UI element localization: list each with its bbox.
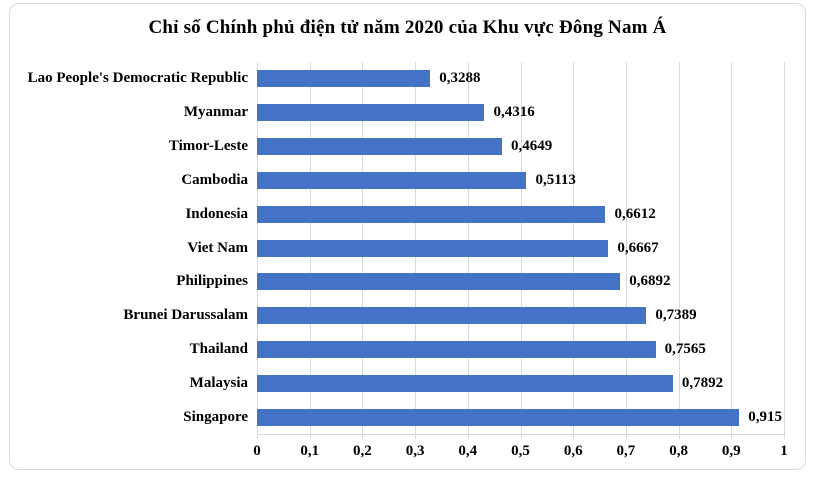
x-tick-mark	[467, 434, 469, 439]
x-tick-mark	[784, 434, 785, 439]
bar-value-label: 0,915	[748, 408, 782, 425]
x-tick-label: 0,4	[458, 443, 478, 459]
category-label: Philippines	[176, 273, 248, 290]
bar-value-label: 0,6892	[629, 273, 671, 290]
bar-value-label: 0,7565	[664, 340, 706, 357]
x-tick-label: 0,9	[721, 443, 741, 459]
chart-title: Chỉ số Chính phủ điện tử năm 2020 của Kh…	[148, 17, 667, 38]
x-tick-label: 0,2	[353, 443, 372, 459]
x-tick-mark	[625, 434, 627, 439]
category-label: Lao People's Democratic Republic	[27, 70, 248, 87]
x-tick-mark	[678, 434, 680, 439]
bar-brunei-darussalam	[257, 307, 647, 325]
bar-myanmar	[257, 104, 485, 122]
gridline	[731, 62, 733, 434]
category-label: Cambodia	[181, 171, 248, 188]
x-tick-label: 0,7	[616, 443, 636, 459]
bar-value-label: 0,4316	[493, 104, 535, 121]
bar-cambodia	[257, 171, 527, 189]
category-label: Timor-Leste	[168, 138, 248, 155]
bar-thailand	[257, 340, 656, 358]
category-label: Indonesia	[185, 205, 248, 222]
bar-indonesia	[257, 205, 606, 223]
x-tick-label: 0,6	[563, 443, 583, 459]
bar-value-label: 0,7389	[655, 307, 697, 324]
x-tick-mark	[309, 434, 311, 439]
x-tick-label: 0,1	[300, 443, 320, 459]
x-tick-label: 0,5	[511, 443, 530, 459]
gridline	[784, 62, 785, 434]
category-label: Myanmar	[183, 104, 248, 121]
bar-value-label: 0,5113	[535, 171, 576, 188]
x-tick-label: 0,8	[669, 443, 688, 459]
x-tick-mark	[520, 434, 522, 439]
x-tick-mark	[362, 434, 364, 439]
bar-philippines	[257, 273, 621, 291]
x-axis-tick-labels: 0 0,1 0,2 0,3 0,4 0,5 0,6 0,7 0,8 0,9 1	[253, 443, 788, 463]
gridline	[678, 62, 680, 434]
x-tick-mark	[257, 434, 258, 439]
bar-viet-nam	[257, 239, 609, 257]
x-tick-label: 1	[780, 443, 788, 459]
category-label: Singapore	[183, 408, 248, 425]
x-tick-mark	[573, 434, 575, 439]
x-tick-label: 0,3	[405, 443, 425, 459]
x-axis-tick-marks	[257, 434, 785, 439]
bar-value-label: 0,6612	[614, 205, 656, 222]
bar-singapore	[257, 408, 740, 426]
category-label: Malaysia	[189, 374, 248, 391]
gridline	[625, 62, 627, 434]
bar-value-label: 0,3288	[439, 70, 481, 87]
bar-lao-people-s-democratic-republic	[257, 70, 431, 88]
y-axis-category-labels: Lao People's Democratic Republic Myanmar T…	[0, 62, 248, 434]
bar-timor-leste	[257, 138, 502, 156]
bar-malaysia	[257, 374, 673, 392]
bar-value-label: 0,4649	[511, 138, 553, 155]
bar-value-label: 0,6667	[617, 239, 659, 256]
category-label: Brunei Darussalam	[123, 307, 248, 324]
category-label: Thailand	[189, 340, 248, 357]
x-tick-label: 0	[253, 443, 261, 459]
x-tick-mark	[415, 434, 417, 439]
bar-value-label: 0,7892	[681, 374, 724, 391]
x-tick-mark	[731, 434, 733, 439]
category-label: Viet Nam	[187, 239, 248, 256]
plot-area: 0,3288 0,4316 0,4649 0,5113 0,6612 0,6667 0,68…	[257, 62, 785, 435]
